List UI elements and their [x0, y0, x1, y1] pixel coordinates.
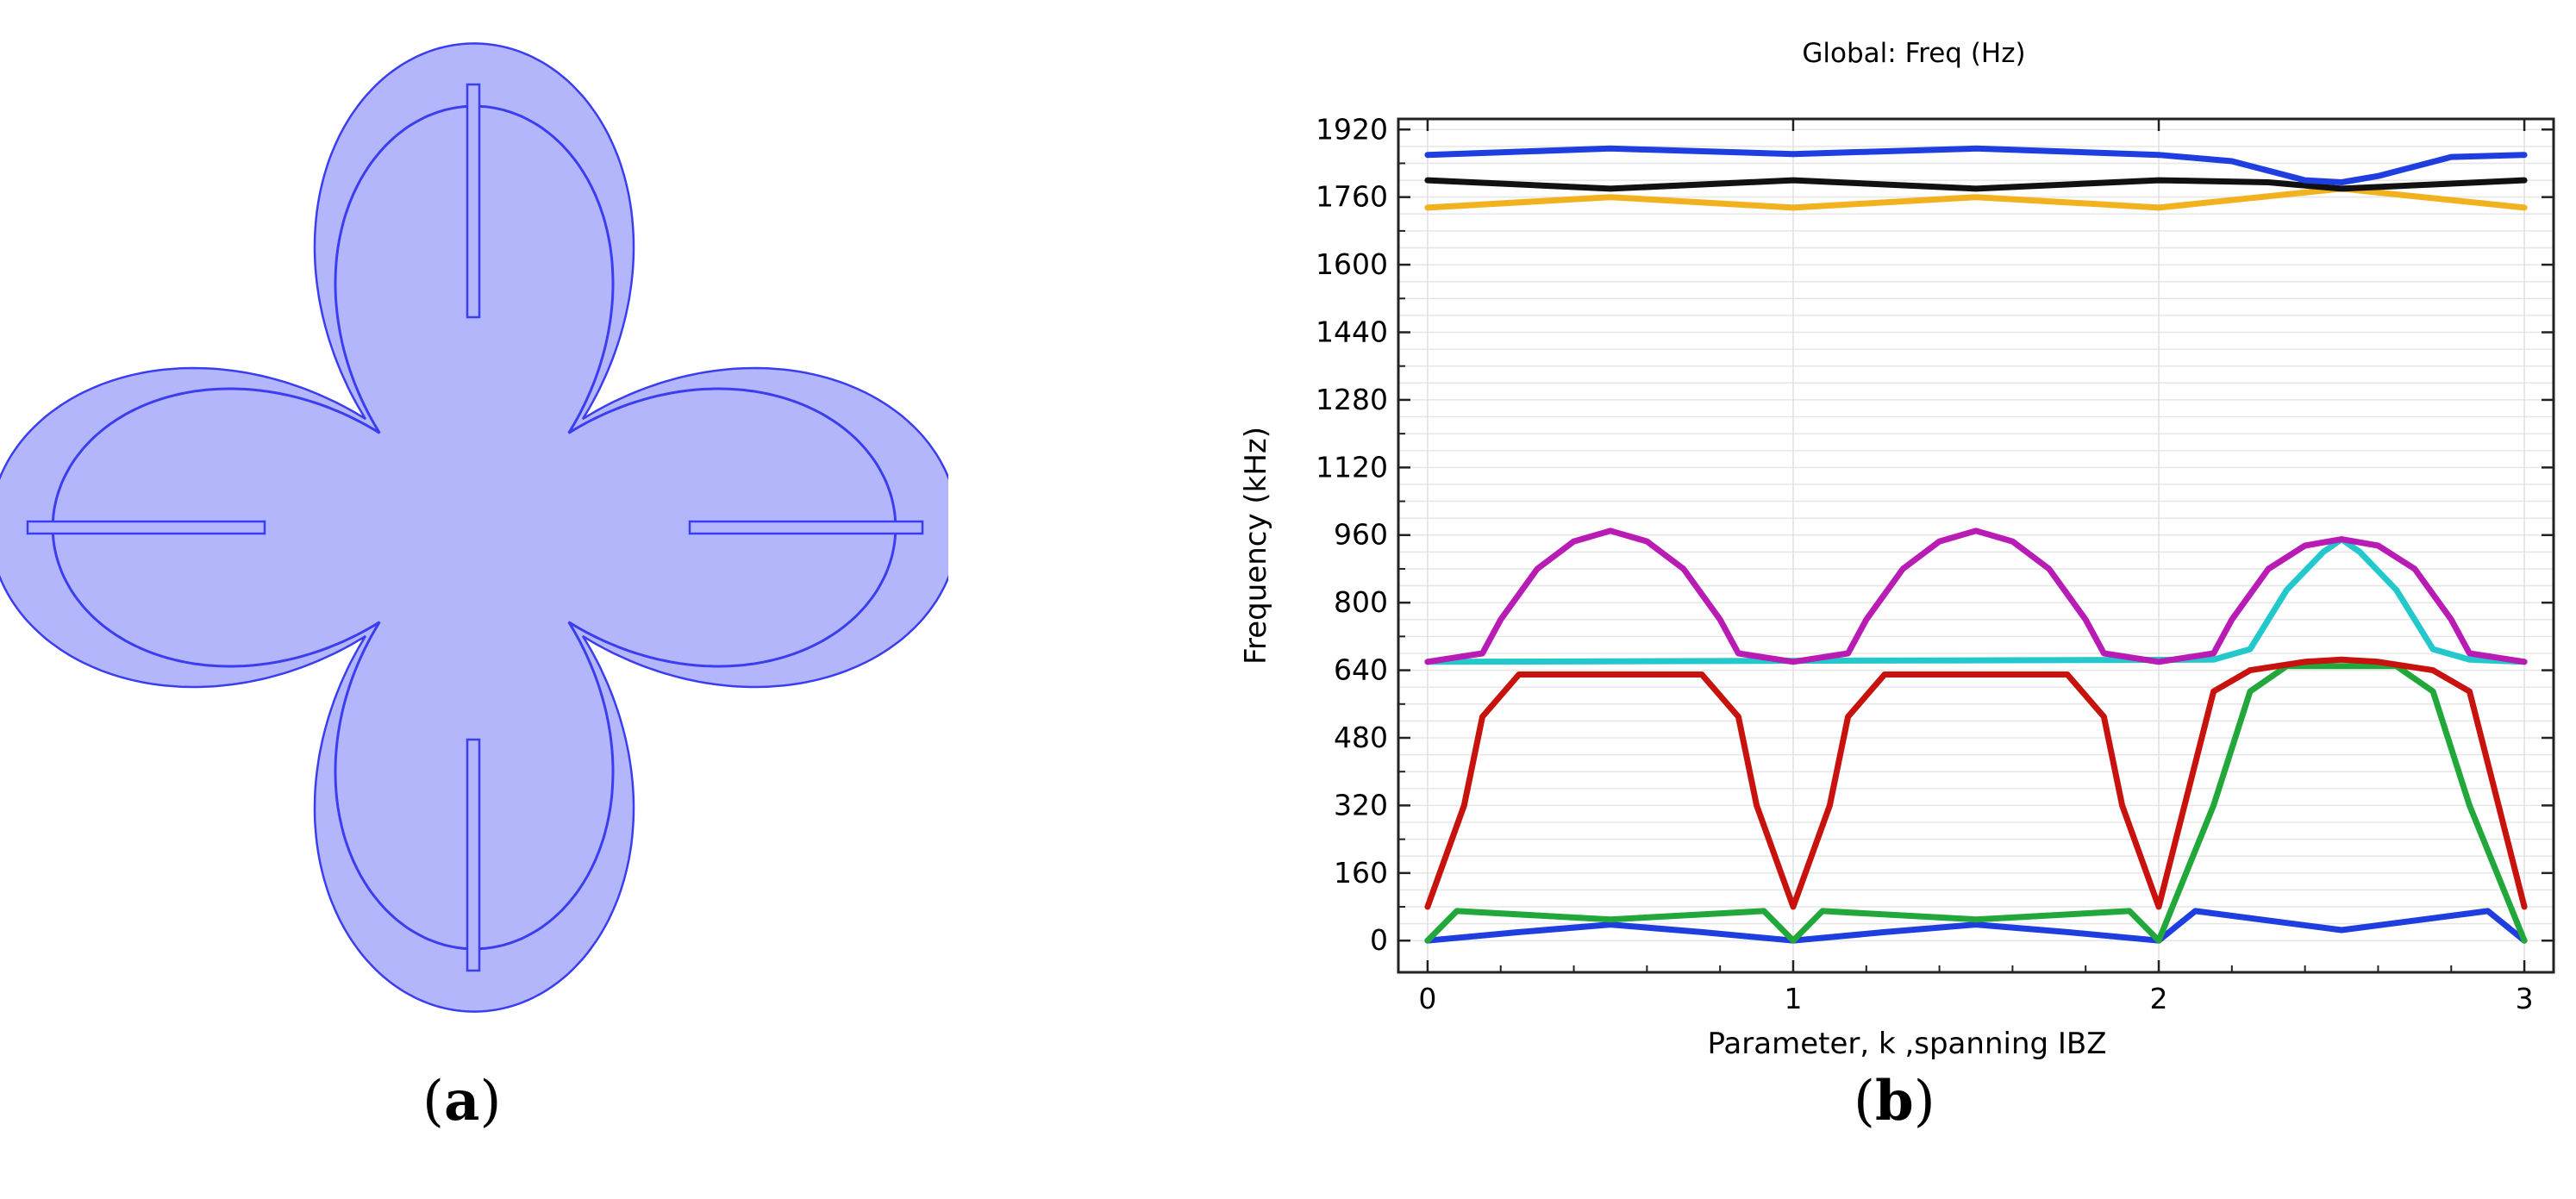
y-tick-label: 320	[1334, 788, 1388, 821]
y-tick-label: 1440	[1316, 315, 1388, 349]
bottom-connector-stub	[466, 738, 481, 972]
band-curve-1	[1424, 908, 2528, 944]
unit-cell-geometry	[0, 42, 948, 1013]
y-tick-label: 480	[1334, 721, 1388, 754]
y-tick-label: 800	[1334, 585, 1388, 619]
right-connector-stub	[688, 520, 924, 535]
band-curve-5	[1424, 528, 2528, 665]
y-tick-label: 160	[1334, 856, 1388, 890]
x-tick-label: 1	[1784, 982, 1802, 1015]
band-curve-3	[1424, 656, 2528, 910]
y-tick-label: 1760	[1316, 180, 1388, 214]
band-curve-7	[1424, 177, 2528, 192]
y-tick-label: 1920	[1316, 112, 1388, 146]
y-tick-label: 1120	[1316, 450, 1388, 484]
band-curve-8	[1424, 145, 2528, 185]
y-tick-label: 1280	[1316, 383, 1388, 416]
y-axis-label: Frequency (kHz)	[1239, 427, 1273, 665]
band-curve-4	[1424, 536, 2528, 665]
band-curve-2	[1424, 663, 2528, 944]
plot-frame	[1397, 117, 2555, 974]
y-tick-label: 960	[1334, 518, 1388, 552]
panel-label-b: (b)	[1854, 1069, 1935, 1133]
x-tick-label: 0	[1418, 982, 1436, 1015]
x-tick-label: 3	[2516, 982, 2534, 1015]
y-tick-label: 640	[1334, 653, 1388, 687]
top-connector-stub	[466, 83, 481, 319]
chart-title: Global: Freq (Hz)	[1802, 38, 2025, 69]
y-tick-label: 1600	[1316, 247, 1388, 281]
x-tick-label: 2	[2150, 982, 2168, 1015]
axis-ticks: 0160320480640800960112012801440160017601…	[1316, 112, 2554, 1015]
x-axis-label: Parameter, k ,spanning IBZ	[1707, 1027, 2106, 1061]
band-structure-chart: Global: Freq (Hz) 0160320480640800960112…	[1239, 38, 2555, 1061]
left-connector-stub	[26, 520, 266, 535]
outer-butterfly-shape	[0, 42, 948, 1013]
panel-label-a: (a)	[422, 1069, 502, 1133]
band-curves	[1424, 145, 2528, 944]
y-tick-label: 0	[1370, 923, 1388, 957]
